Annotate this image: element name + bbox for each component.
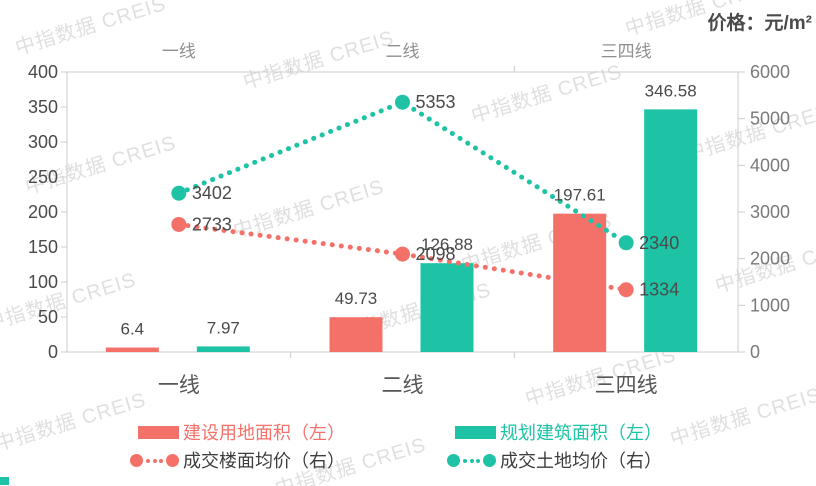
corner-mark xyxy=(0,477,9,485)
line-point xyxy=(395,94,410,110)
legend-item[interactable]: 成交楼面均价（右） xyxy=(130,450,447,471)
dot-icon xyxy=(462,458,467,463)
legend: 建设用地面积（左） 规划建筑面积（左） 成交楼面均价（右） 成交土地均价（右） xyxy=(130,422,662,471)
category-label-bottom: 三四线 xyxy=(595,374,658,397)
line-value-label: 1334 xyxy=(639,280,679,300)
dot-icon xyxy=(145,458,150,463)
line-value-label: 2340 xyxy=(639,233,679,253)
dotted-line-icon xyxy=(447,454,496,467)
line-value-label: 3402 xyxy=(192,183,232,203)
bar-swatch-icon xyxy=(138,426,179,439)
left-axis-tick-label: 0 xyxy=(48,342,58,362)
left-axis-tick-label: 150 xyxy=(28,237,58,257)
bar-value-label: 126.88 xyxy=(421,235,473,254)
legend-label: 成交楼面均价（右） xyxy=(183,450,345,471)
bar-swatch-icon xyxy=(455,426,496,439)
right-axis-tick-label: 1000 xyxy=(750,295,790,315)
right-axis-tick-label: 0 xyxy=(750,342,760,362)
dot-icon xyxy=(469,458,474,463)
dot-icon xyxy=(166,454,179,467)
category-label-bottom: 二线 xyxy=(382,374,424,397)
bar-value-label: 7.97 xyxy=(207,318,240,337)
bar xyxy=(420,263,474,352)
bar-value-label: 346.58 xyxy=(645,81,697,100)
legend-dotted-line-icon xyxy=(447,454,496,467)
line-point xyxy=(618,235,634,251)
dot-icon xyxy=(159,458,164,463)
category-label-bottom: 一线 xyxy=(158,374,200,397)
legend-bar-swatch-icon xyxy=(447,426,496,439)
dotted-line xyxy=(176,99,629,246)
line-value-label: 5353 xyxy=(416,92,456,112)
left-axis-tick-label: 50 xyxy=(38,307,58,327)
line-point xyxy=(618,282,634,298)
left-axis-tick-label: 250 xyxy=(28,167,58,187)
right-axis-tick-label: 4000 xyxy=(750,155,790,175)
chart-title: 价格：元/m² xyxy=(707,13,812,34)
dot-icon xyxy=(152,458,157,463)
legend-bar-swatch-icon xyxy=(130,426,179,439)
legend-item[interactable]: 建设用地面积（左） xyxy=(130,422,447,443)
bar xyxy=(553,213,607,352)
left-axis-tick-label: 200 xyxy=(28,202,58,222)
bar xyxy=(329,317,383,352)
dot-icon xyxy=(130,454,143,467)
line-value-label: 2098 xyxy=(416,244,456,264)
bar xyxy=(196,346,250,352)
left-axis-tick-label: 350 xyxy=(28,97,58,117)
bar-value-label: 49.73 xyxy=(335,289,378,308)
right-axis-tick-label: 6000 xyxy=(750,62,790,82)
right-axis-tick-label: 3000 xyxy=(750,202,790,222)
left-axis-tick-label: 100 xyxy=(28,272,58,292)
bar-value-label: 197.61 xyxy=(554,186,606,205)
left-axis-tick-label: 300 xyxy=(28,132,58,152)
legend-item[interactable]: 成交土地均价（右） xyxy=(447,450,662,471)
bar xyxy=(644,109,698,352)
right-axis-tick-label: 2000 xyxy=(750,249,790,269)
line-point xyxy=(171,216,187,232)
category-label-top: 三四线 xyxy=(601,42,652,61)
legend-label: 建设用地面积（左） xyxy=(183,422,345,443)
category-label-top: 一线 xyxy=(162,42,196,61)
line-point xyxy=(395,246,410,262)
left-axis-tick-label: 400 xyxy=(28,62,58,82)
legend-item[interactable]: 规划建筑面积（左） xyxy=(447,422,662,443)
legend-label: 成交土地均价（右） xyxy=(500,450,662,471)
legend-dotted-line-icon xyxy=(130,454,179,467)
line-point xyxy=(171,185,187,201)
dot-icon xyxy=(476,458,481,463)
right-axis-tick-label: 5000 xyxy=(750,109,790,129)
legend-label: 规划建筑面积（左） xyxy=(500,422,662,443)
dotted-line-icon xyxy=(130,454,179,467)
bar xyxy=(105,347,159,352)
dot-icon xyxy=(447,454,460,467)
dot-icon xyxy=(483,454,496,467)
category-label-top: 二线 xyxy=(386,42,420,61)
line-value-label: 2733 xyxy=(192,214,232,234)
bar-value-label: 6.4 xyxy=(121,320,145,339)
